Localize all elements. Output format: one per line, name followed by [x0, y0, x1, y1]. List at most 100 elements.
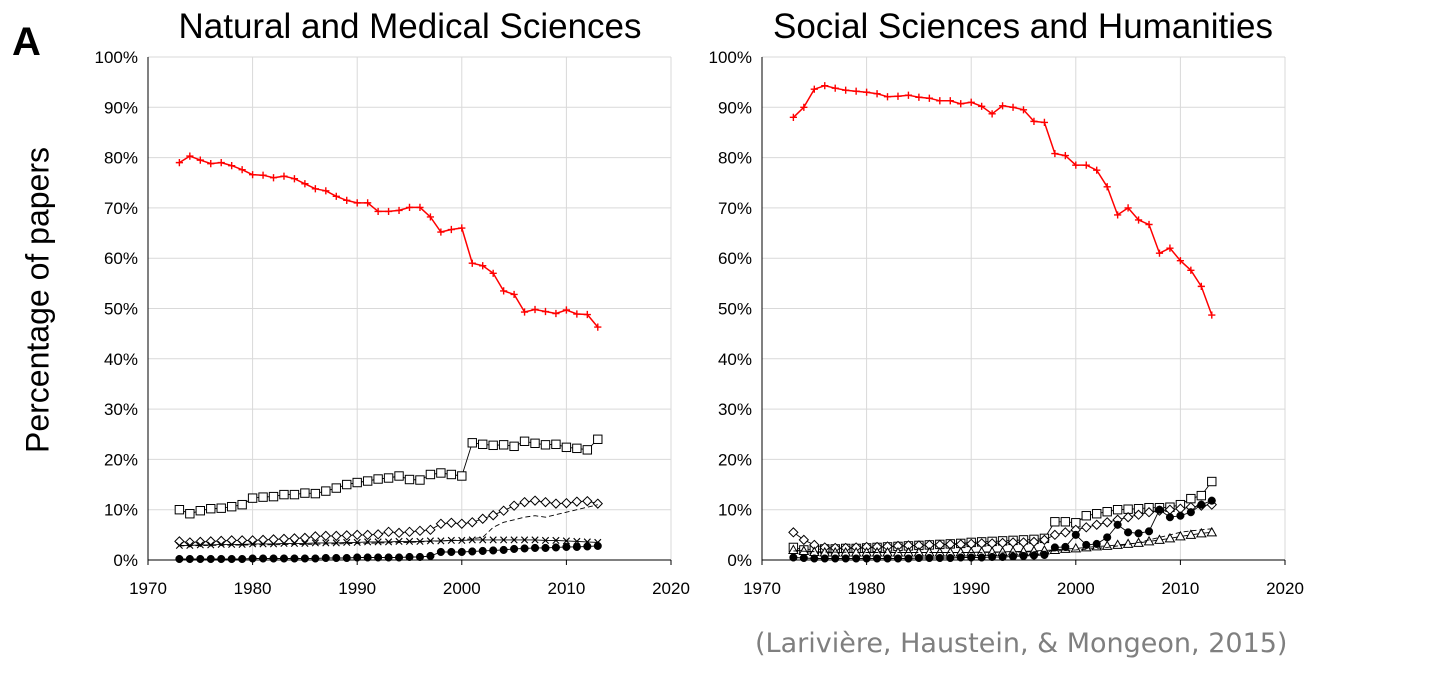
data-point — [1164, 532, 1176, 543]
x-tick-label: 2020 — [652, 579, 690, 598]
data-point — [925, 94, 933, 102]
data-point — [550, 498, 562, 509]
data-point — [311, 539, 319, 547]
data-point — [425, 524, 436, 536]
data-point — [185, 554, 194, 564]
data-point — [810, 554, 819, 563]
series-5-circle — [175, 541, 602, 564]
data-point — [789, 553, 798, 562]
data-point — [280, 539, 288, 547]
data-point — [426, 551, 435, 561]
data-point — [1050, 517, 1060, 527]
data-point — [852, 87, 860, 95]
data-point — [1081, 511, 1091, 521]
y-tick-label: 60% — [104, 249, 138, 268]
series-4-none — [793, 528, 1212, 553]
data-point — [1030, 117, 1038, 125]
data-point — [352, 477, 362, 488]
data-point — [583, 542, 592, 551]
data-point — [531, 536, 539, 544]
data-point — [299, 532, 311, 544]
data-point — [175, 159, 183, 167]
data-point — [320, 530, 332, 542]
series-3-x — [175, 536, 602, 550]
series-0-plus — [789, 82, 1216, 319]
data-point — [405, 203, 414, 211]
data-point — [1050, 543, 1059, 552]
data-point — [1185, 529, 1197, 539]
data-point — [1187, 266, 1195, 274]
data-point — [1061, 542, 1070, 551]
data-point — [237, 499, 247, 510]
x-tick-label: 1980 — [234, 579, 272, 598]
data-point — [593, 541, 602, 550]
data-point — [1207, 476, 1217, 487]
data-point — [1176, 257, 1184, 265]
y-tick-label: 70% — [104, 199, 138, 218]
data-point — [925, 553, 934, 563]
data-point — [1019, 106, 1028, 114]
data-point — [186, 152, 194, 160]
data-point — [374, 553, 383, 562]
x-tick-label: 1970 — [743, 579, 781, 598]
data-point — [594, 323, 602, 331]
data-point — [479, 536, 487, 544]
data-point — [174, 505, 185, 515]
data-point — [353, 199, 361, 207]
data-point — [562, 306, 570, 314]
data-point — [227, 554, 236, 564]
data-point — [279, 554, 289, 563]
data-point — [520, 308, 529, 316]
data-point — [404, 474, 415, 485]
data-point — [1197, 282, 1205, 290]
data-point — [1008, 552, 1018, 561]
data-point — [852, 554, 861, 563]
y-tick-label: 30% — [718, 400, 752, 419]
data-point — [1103, 533, 1112, 542]
data-point — [300, 488, 310, 498]
x-tick-label: 2000 — [1057, 579, 1095, 598]
data-point — [498, 505, 509, 516]
data-point — [300, 554, 309, 563]
data-point — [510, 536, 518, 544]
data-point — [520, 544, 529, 553]
data-point — [404, 526, 415, 538]
x-tick-label: 2020 — [1266, 579, 1304, 598]
data-point — [914, 553, 923, 563]
y-tick-label: 40% — [104, 350, 138, 369]
data-point — [552, 536, 560, 544]
data-point — [1134, 216, 1143, 224]
data-point — [789, 113, 797, 121]
data-point — [862, 554, 871, 563]
data-point — [322, 187, 330, 195]
data-point — [364, 538, 372, 546]
data-point — [1019, 551, 1028, 561]
data-point — [353, 553, 362, 562]
data-point — [1072, 161, 1080, 169]
data-point — [487, 510, 499, 521]
data-point — [236, 535, 248, 546]
data-point — [571, 496, 583, 507]
data-point — [1040, 118, 1049, 126]
data-point — [510, 290, 518, 299]
data-point — [207, 541, 215, 549]
data-point — [477, 513, 488, 524]
data-point — [1197, 500, 1206, 509]
data-point — [1143, 507, 1155, 518]
chart-title: Natural and Medical Sciences — [178, 7, 641, 46]
data-point — [343, 538, 351, 546]
data-point — [216, 503, 226, 513]
data-point — [530, 438, 540, 449]
y-tick-label: 10% — [104, 501, 138, 520]
data-point — [541, 536, 550, 544]
data-point — [226, 535, 237, 546]
data-point — [520, 536, 529, 544]
data-point — [873, 90, 881, 98]
data-point — [873, 554, 882, 563]
data-point — [1113, 520, 1122, 529]
data-point — [1145, 220, 1153, 229]
data-point — [343, 196, 351, 204]
y-tick-label: 70% — [718, 199, 752, 218]
data-point — [435, 518, 447, 529]
data-point — [967, 98, 975, 106]
